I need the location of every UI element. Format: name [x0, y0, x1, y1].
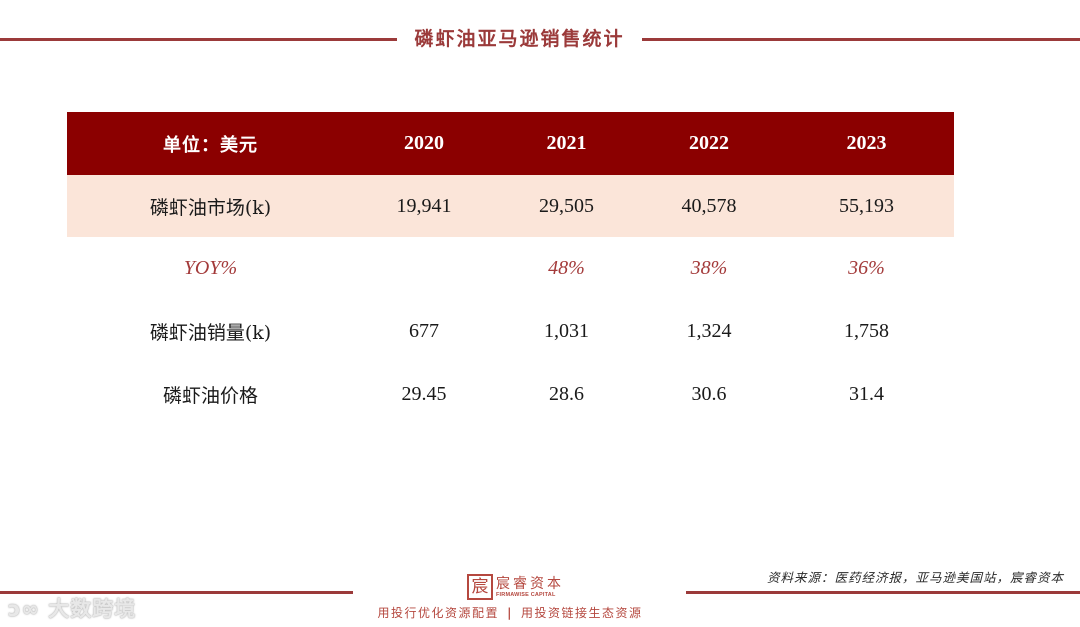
logo-text: 宸睿资本 FIRMAWISE CAPITAL [496, 575, 564, 598]
logo-mark-icon: 宸 [467, 574, 493, 600]
sales-table: 单位：美元 2020 2021 2022 2023 磷虾油市场(k) 19,94… [67, 112, 954, 426]
logo-name-en: FIRMAWISE CAPITAL [496, 591, 556, 598]
table-cell: 677 [409, 320, 439, 342]
page-title: 磷虾油亚马逊销售统计 [414, 28, 625, 50]
row-label: 磷虾油市场(k) [149, 196, 272, 219]
watermark-text: 大数跨境 [48, 597, 137, 621]
company-logo: 宸 宸睿资本 FIRMAWISE CAPITAL [467, 574, 564, 600]
footer-slogan: 用投行优化资源配置 | 用投资链接生态资源 [340, 604, 680, 621]
table-cell: 29,505 [539, 194, 594, 217]
title-divider-right [642, 38, 1080, 41]
row-label: YOY% [183, 257, 238, 279]
table-row-market: 磷虾油市场(k) 19,941 29,505 40,578 55,193 [67, 175, 954, 237]
year-header: 2023 [846, 132, 887, 154]
slogan-separator: | [507, 606, 513, 620]
row-label: 磷虾油销量(k) [149, 322, 272, 344]
table-cell: 40,578 [681, 194, 737, 217]
title-divider-left [0, 38, 397, 41]
table-row-volume: 磷虾油销量(k) 677 1,031 1,324 1,758 [67, 300, 954, 363]
table-cell: 36% [848, 257, 885, 279]
table-row-yoy: YOY% 48% 38% 36% [67, 237, 954, 300]
table-cell: 28.6 [549, 383, 584, 405]
row-label: 磷虾油价格 [162, 385, 258, 407]
year-header: 2022 [689, 132, 729, 154]
table-cell: 1,324 [686, 320, 732, 342]
slogan-left: 用投行优化资源配置 [377, 606, 500, 620]
footer-divider-left [0, 591, 353, 594]
table-cell: 29.45 [401, 383, 447, 405]
watermark-logo-icon: ↄ∞ [8, 597, 49, 621]
table-cell: 55,193 [839, 194, 894, 217]
table-header-row: 单位：美元 2020 2021 2022 2023 [67, 112, 954, 175]
unit-label: 单位：美元 [163, 134, 258, 156]
logo-name-cn: 宸睿资本 [496, 575, 564, 592]
table-cell: 31.4 [849, 383, 884, 405]
table-cell: 30.6 [691, 383, 727, 405]
table-cell: 1,758 [844, 320, 889, 342]
source-note: 资料来源：医药经济报，亚马逊美国站，宸睿资本 [766, 570, 1064, 585]
table-cell: 48% [548, 257, 585, 279]
slogan-right: 用投资链接生态资源 [520, 606, 643, 620]
year-header: 2021 [546, 132, 587, 154]
footer-divider-right [686, 591, 1080, 594]
year-header: 2020 [404, 132, 444, 154]
table-cell: 1,031 [544, 320, 589, 342]
table-row-price: 磷虾油价格 29.45 28.6 30.6 31.4 [67, 363, 954, 426]
table-cell: 19,941 [396, 194, 452, 217]
watermark: ↄ∞ 大数跨境 [8, 593, 136, 623]
table-cell: 38% [690, 257, 728, 279]
